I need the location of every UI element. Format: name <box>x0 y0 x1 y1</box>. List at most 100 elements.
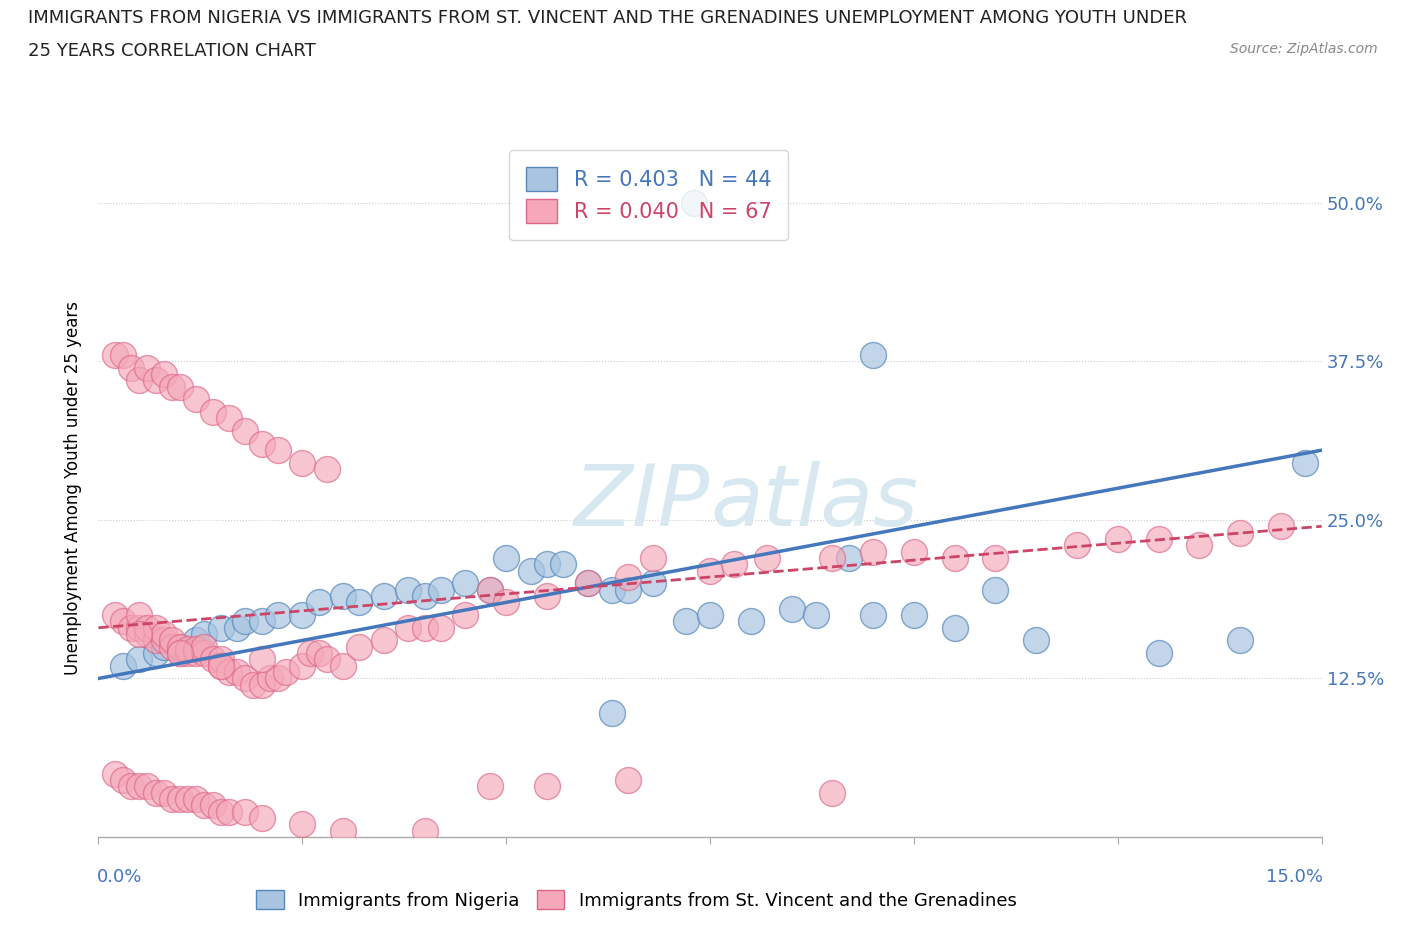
Point <box>682 195 704 210</box>
Point <box>600 705 623 720</box>
Point <box>201 405 224 419</box>
Point <box>1147 645 1170 660</box>
Point <box>413 589 436 604</box>
Point <box>1025 633 1047 648</box>
Point <box>267 607 290 622</box>
Point <box>169 791 191 806</box>
Point <box>478 582 501 597</box>
Point <box>193 645 215 660</box>
Point <box>332 658 354 673</box>
Text: 0.0%: 0.0% <box>97 869 142 886</box>
Point <box>780 602 803 617</box>
Point <box>145 645 167 660</box>
Point <box>1066 538 1088 552</box>
Point <box>291 456 314 471</box>
Point <box>943 551 966 565</box>
Point <box>128 652 150 667</box>
Point <box>160 633 183 648</box>
Point <box>984 551 1007 565</box>
Point <box>576 576 599 591</box>
Point <box>454 576 477 591</box>
Point <box>152 785 174 800</box>
Point <box>145 373 167 388</box>
Point <box>332 823 354 838</box>
Point <box>536 778 558 793</box>
Point <box>259 671 281 686</box>
Point <box>315 652 337 667</box>
Point <box>169 639 191 654</box>
Point <box>193 639 215 654</box>
Point <box>169 645 191 660</box>
Point <box>209 652 232 667</box>
Point <box>160 639 183 654</box>
Point <box>111 348 134 363</box>
Point <box>209 658 232 673</box>
Text: ZIP: ZIP <box>574 460 710 544</box>
Point <box>186 633 208 648</box>
Point <box>186 392 208 407</box>
Point <box>862 348 884 363</box>
Point <box>169 645 191 660</box>
Text: 25 YEARS CORRELATION CHART: 25 YEARS CORRELATION CHART <box>28 42 316 60</box>
Point <box>291 658 314 673</box>
Point <box>308 595 330 610</box>
Point <box>756 551 779 565</box>
Point <box>152 366 174 381</box>
Point <box>396 620 419 635</box>
Point <box>201 798 224 813</box>
Point <box>218 411 240 426</box>
Point <box>136 778 159 793</box>
Point <box>675 614 697 629</box>
Point <box>641 551 664 565</box>
Point <box>943 620 966 635</box>
Point <box>186 642 208 657</box>
Point <box>136 360 159 375</box>
Point <box>233 424 256 439</box>
Point <box>349 639 371 654</box>
Point <box>430 620 453 635</box>
Point <box>821 785 844 800</box>
Point <box>177 642 200 657</box>
Point <box>152 627 174 642</box>
Point <box>128 620 150 635</box>
Point <box>396 582 419 597</box>
Text: atlas: atlas <box>710 460 918 544</box>
Point <box>308 645 330 660</box>
Point <box>1270 519 1292 534</box>
Point <box>104 607 127 622</box>
Point <box>454 607 477 622</box>
Point <box>177 645 200 660</box>
Point <box>821 551 844 565</box>
Point <box>111 614 134 629</box>
Point <box>152 633 174 648</box>
Point <box>193 798 215 813</box>
Point <box>128 778 150 793</box>
Point <box>186 791 208 806</box>
Point <box>413 823 436 838</box>
Point <box>536 589 558 604</box>
Point <box>169 639 191 654</box>
Point <box>145 785 167 800</box>
Point <box>332 589 354 604</box>
Point <box>128 373 150 388</box>
Point <box>903 607 925 622</box>
Point <box>120 778 142 793</box>
Point <box>193 627 215 642</box>
Point <box>299 645 322 660</box>
Point <box>413 620 436 635</box>
Point <box>250 436 273 451</box>
Point <box>226 620 249 635</box>
Point <box>723 557 745 572</box>
Point <box>291 817 314 831</box>
Point <box>128 627 150 642</box>
Point <box>274 665 297 680</box>
Point <box>267 671 290 686</box>
Point <box>136 620 159 635</box>
Point <box>233 671 256 686</box>
Point <box>145 620 167 635</box>
Point <box>1229 633 1251 648</box>
Point <box>111 773 134 788</box>
Point <box>903 544 925 559</box>
Point <box>617 582 640 597</box>
Point <box>160 379 183 394</box>
